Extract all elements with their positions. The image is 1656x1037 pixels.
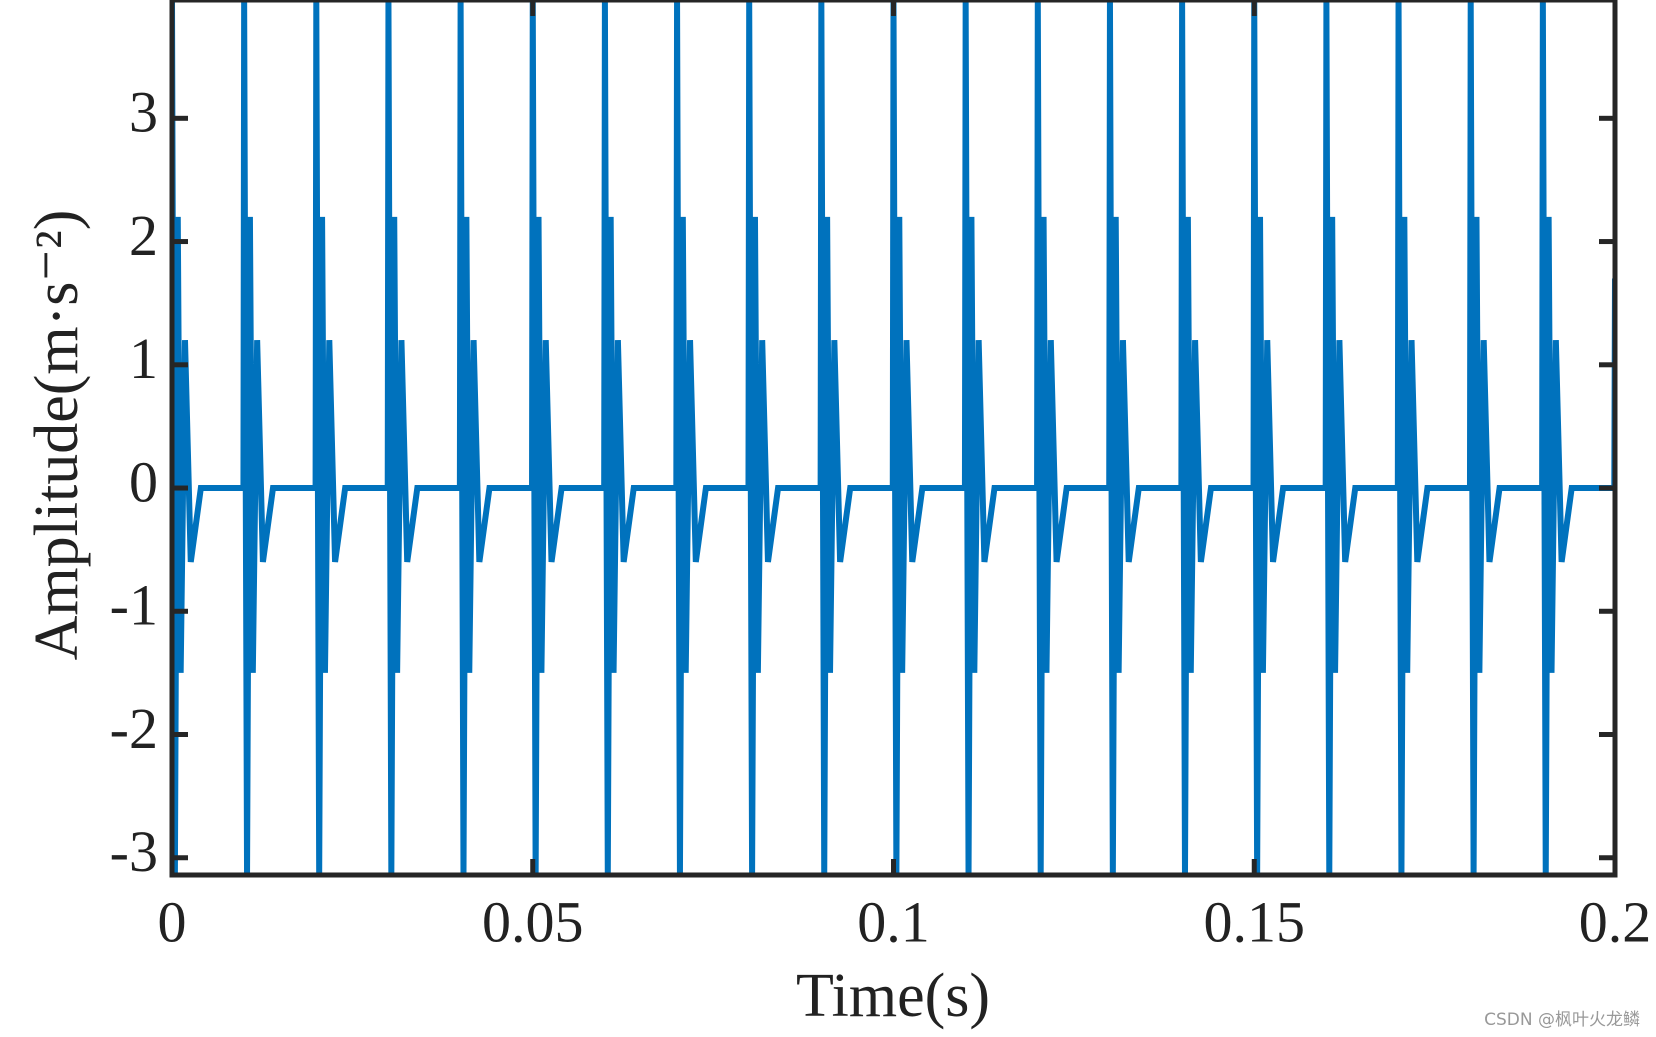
signal-line <box>172 0 1615 875</box>
x-tick-label: 0.15 <box>1204 889 1306 954</box>
x-tick-label: 0.2 <box>1579 889 1652 954</box>
x-axis-label: Time(s) <box>796 962 990 1030</box>
x-tick-label: 0 <box>158 889 187 954</box>
y-tick-label: 3 <box>129 80 158 145</box>
y-tick-label: -1 <box>110 573 158 638</box>
y-tick-label: 2 <box>129 203 158 268</box>
x-tick-label: 0.1 <box>857 889 930 954</box>
x-tick-label: 0.05 <box>482 889 584 954</box>
watermark: CSDN @枫叶火龙鳞 <box>1484 1010 1640 1030</box>
y-tick-label: 1 <box>129 326 158 391</box>
y-axis-label: Amplitude(m·s⁻²) <box>23 210 91 661</box>
plot-area <box>172 0 1615 875</box>
y-tick-label: -2 <box>110 696 158 761</box>
y-tick-label: -3 <box>110 819 158 884</box>
y-tick-label: 0 <box>129 449 158 514</box>
